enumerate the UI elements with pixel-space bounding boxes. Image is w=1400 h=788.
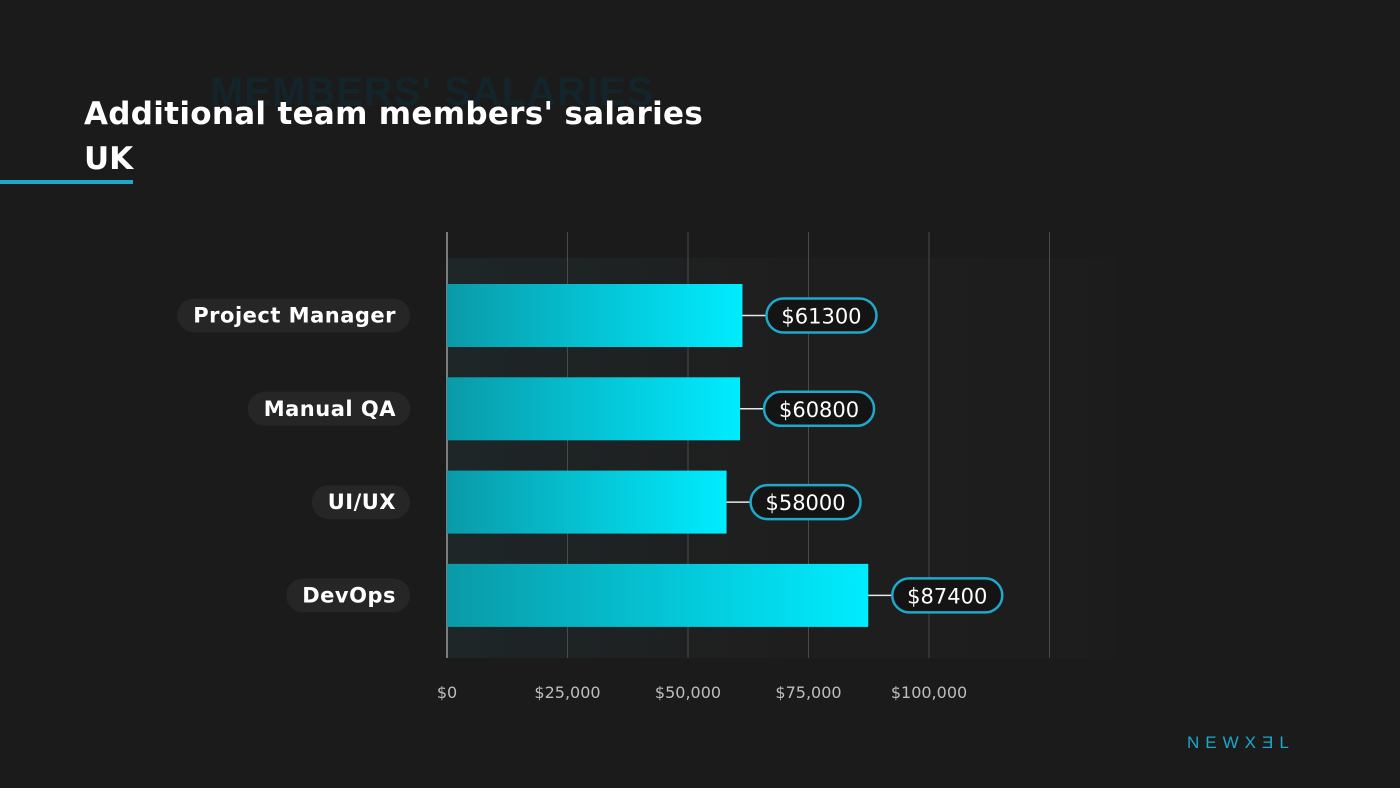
bar [447, 284, 743, 347]
category-label-background [177, 298, 411, 333]
data-label: $61300 [781, 305, 861, 329]
category-label-background [311, 485, 410, 520]
bar [447, 563, 869, 627]
page-subtitle: UK [84, 141, 134, 177]
category-label: Project Manager [193, 304, 396, 328]
bar [447, 470, 727, 534]
x-tick-label: $0 [437, 683, 457, 702]
value-badge [765, 297, 878, 334]
data-label: $60800 [779, 398, 859, 422]
data-label: $58000 [765, 491, 845, 515]
page-title: Additional team members' salaries [84, 96, 704, 132]
x-tick-label: $25,000 [534, 683, 600, 702]
background-watermark-title: MEMBERS' SALARIES [210, 70, 655, 114]
category-label-background [286, 578, 410, 613]
category-label-background [247, 391, 411, 426]
category-label: UI/UX [328, 490, 396, 514]
x-tick-label: $75,000 [775, 683, 841, 702]
x-tick-label: $100,000 [891, 683, 967, 702]
category-label: Manual QA [264, 397, 397, 421]
category-label: DevOps [302, 583, 396, 607]
newxel-logo: NEWXƎL [1187, 733, 1295, 752]
bar [447, 377, 741, 441]
title-underline [0, 180, 133, 184]
value-badge [762, 390, 876, 428]
value-badge [891, 577, 1004, 614]
data-label: $87400 [907, 584, 987, 608]
value-badge [749, 483, 862, 521]
x-tick-label: $50,000 [655, 683, 721, 702]
